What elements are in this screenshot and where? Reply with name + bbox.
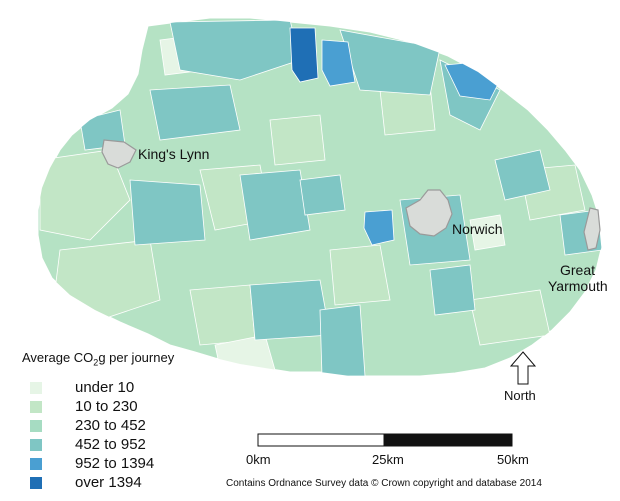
region-mid — [239, 169, 311, 241]
legend-item: over 1394 — [30, 475, 220, 491]
region-mid — [249, 279, 331, 341]
label-norwich: Norwich — [452, 221, 503, 237]
legend-label: 952 to 1394 — [75, 455, 155, 472]
region-lightest — [469, 214, 506, 251]
legend-swatch — [30, 477, 42, 489]
legend-label: over 1394 — [75, 474, 142, 491]
region-light — [269, 114, 326, 166]
region-mid — [339, 29, 441, 96]
great-yarmouth-outline — [583, 207, 601, 251]
legend-label: 230 to 452 — [75, 417, 146, 434]
region-light — [189, 284, 256, 346]
legend-title-suffix: g per journey — [98, 350, 175, 365]
legend-swatch — [30, 458, 42, 470]
region-light — [39, 149, 131, 241]
legend-swatch — [30, 439, 42, 451]
legend-item: under 10 — [30, 380, 220, 396]
region-mid — [149, 84, 241, 141]
scale-label-25: 25km — [372, 452, 404, 467]
parish-regions — [39, 19, 602, 376]
region-darkest — [289, 27, 319, 83]
label-yarmouth: Yarmouth — [548, 278, 608, 294]
region-mid — [169, 19, 301, 81]
legend-item: 230 to 452 — [30, 418, 220, 434]
region-mid — [494, 149, 551, 201]
legend-title: Average CO2g per journey — [22, 350, 222, 371]
legend-item: 10 to 230 — [30, 399, 220, 415]
copyright-credit: Contains Ordnance Survey data © Crown co… — [226, 478, 542, 489]
legend-title-sub: 2 — [93, 357, 99, 368]
norwich-outline — [405, 189, 453, 237]
north-label: North — [504, 388, 536, 403]
label-great: Great — [560, 262, 596, 278]
legend-label: under 10 — [75, 379, 135, 396]
legend-swatch — [30, 420, 42, 432]
region-mid — [129, 179, 206, 246]
legend: Average CO2g per journey under 10 10 to … — [22, 350, 222, 491]
region-mid — [299, 174, 346, 216]
legend-label: 452 to 952 — [75, 436, 146, 453]
legend-title-prefix: Average CO — [22, 350, 94, 365]
region-dark — [321, 39, 356, 87]
region-light — [469, 289, 551, 346]
scale-bar — [257, 433, 513, 447]
legend-item: 952 to 1394 — [30, 456, 220, 472]
scale-label-0: 0km — [246, 452, 271, 467]
legend-swatch — [30, 382, 42, 394]
region-mid — [319, 304, 366, 376]
region-dark — [363, 209, 395, 246]
legend-label: 10 to 230 — [75, 398, 138, 415]
scale-label-50: 50km — [497, 452, 529, 467]
label-kings-lynn: King's Lynn — [138, 146, 210, 162]
north-arrow-icon — [509, 351, 537, 385]
legend-item: 452 to 952 — [30, 437, 220, 453]
region-mid — [429, 264, 476, 316]
kings-lynn-outline — [101, 139, 137, 169]
legend-swatch — [30, 401, 42, 413]
region-light — [329, 244, 391, 306]
